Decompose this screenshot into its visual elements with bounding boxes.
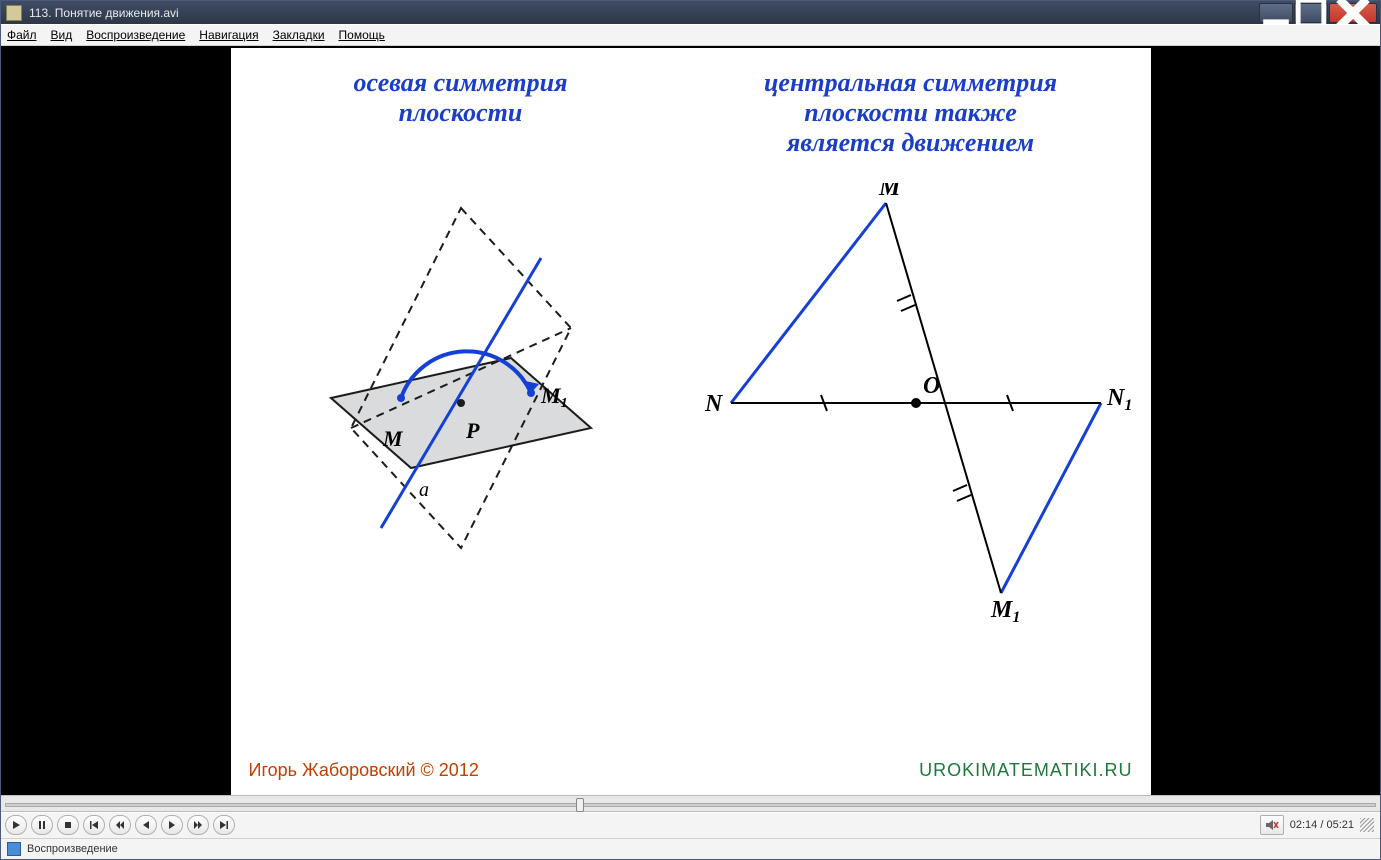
titlebar: 113. Понятие движения.avi xyxy=(1,1,1380,24)
forward-button[interactable] xyxy=(187,815,209,835)
minimize-button[interactable] xyxy=(1259,3,1293,23)
label-M1: M1 xyxy=(540,383,568,411)
step-back-button[interactable] xyxy=(135,815,157,835)
label-M: M xyxy=(382,426,404,451)
time-total: 05:21 xyxy=(1326,819,1354,831)
resize-grip[interactable] xyxy=(1360,818,1374,832)
app-icon xyxy=(6,5,22,21)
next-track-button[interactable] xyxy=(213,815,235,835)
right-diagram: M N O N1 M1 xyxy=(701,183,1131,623)
app-window: 113. Понятие движения.avi Файл Вид Воспр… xyxy=(0,0,1381,860)
menu-bookmarks[interactable]: Закладки xyxy=(273,28,325,42)
window-title: 113. Понятие движения.avi xyxy=(27,6,1259,20)
slide: осевая симметрия плоскости центральная с… xyxy=(231,48,1151,795)
credit-author: Игорь Жаборовский © 2012 xyxy=(249,760,479,781)
step-forward-button[interactable] xyxy=(161,815,183,835)
label-P: P xyxy=(465,418,480,443)
label-rM1: M1 xyxy=(990,597,1020,623)
label-a: a xyxy=(419,479,429,501)
right-title-line3: является движением xyxy=(691,128,1131,158)
label-rM: M xyxy=(878,183,902,201)
playback-time: 02:14 / 05:21 xyxy=(1290,819,1354,831)
credit-site: UROKIMATEMATIKI.RU xyxy=(919,760,1132,781)
seek-track xyxy=(5,803,1376,807)
play-button[interactable] xyxy=(5,815,27,835)
playback-controls: 02:14 / 05:21 xyxy=(1,812,1380,837)
seek-bar[interactable] xyxy=(1,795,1380,813)
label-rN1: N1 xyxy=(1106,385,1131,414)
pause-button[interactable] xyxy=(31,815,53,835)
left-title-line1: осевая симметрия xyxy=(291,68,631,98)
mute-button[interactable] xyxy=(1260,815,1284,835)
label-rO: O xyxy=(923,373,940,399)
status-text: Воспроизведение xyxy=(27,843,118,855)
left-title-line2: плоскости xyxy=(291,98,631,128)
maximize-button[interactable] xyxy=(1294,3,1328,23)
seek-thumb[interactable] xyxy=(576,798,584,812)
left-diagram: M M1 P a xyxy=(311,198,611,558)
stop-button[interactable] xyxy=(57,815,79,835)
prev-track-button[interactable] xyxy=(83,815,105,835)
menu-navigation[interactable]: Навигация xyxy=(199,28,258,42)
right-title: центральная симметрия плоскости также яв… xyxy=(691,68,1131,158)
right-title-line2: плоскости также xyxy=(691,98,1131,128)
menubar: Файл Вид Воспроизведение Навигация Закла… xyxy=(1,24,1380,45)
menu-playback[interactable]: Воспроизведение xyxy=(86,28,185,42)
rewind-button[interactable] xyxy=(109,815,131,835)
label-rN: N xyxy=(704,391,724,417)
video-area[interactable]: осевая симметрия плоскости центральная с… xyxy=(1,46,1380,795)
close-button[interactable] xyxy=(1329,3,1377,23)
window-buttons xyxy=(1259,3,1380,23)
menu-view[interactable]: Вид xyxy=(51,28,73,42)
menu-help[interactable]: Помощь xyxy=(339,28,385,42)
menu-file[interactable]: Файл xyxy=(7,28,37,42)
status-icon xyxy=(7,842,21,856)
right-title-line1: центральная симметрия xyxy=(691,68,1131,98)
left-title: осевая симметрия плоскости xyxy=(291,68,631,128)
status-bar: Воспроизведение xyxy=(1,838,1380,859)
time-current: 02:14 xyxy=(1290,819,1318,831)
